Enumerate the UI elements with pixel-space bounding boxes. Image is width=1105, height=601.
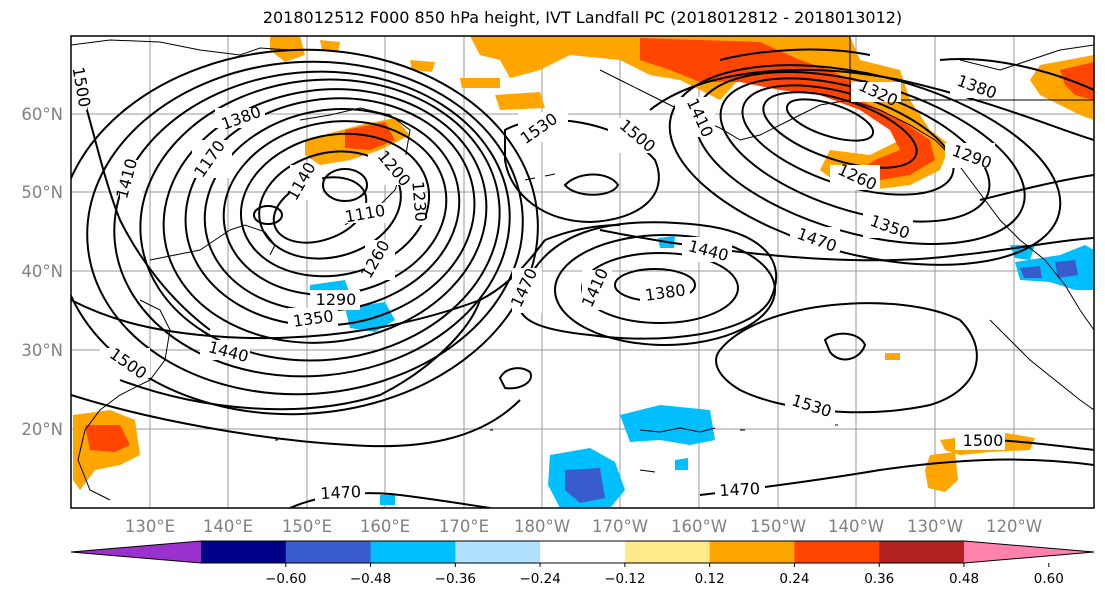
lon-label: 180°W (514, 517, 570, 536)
lon-label: 170°W (592, 517, 648, 536)
lat-label: 60°N (21, 105, 63, 124)
lon-label: 130°W (907, 517, 963, 536)
colorbar-tick-label: 0.24 (779, 571, 809, 587)
longitude-labels: 130°E 140°E 150°E 160°E 170°E 180°W 170°… (125, 517, 1042, 536)
lat-label: 30°N (21, 341, 63, 360)
lon-label: 140°W (828, 517, 884, 536)
colorbar-tick-label: −0.36 (435, 571, 476, 587)
contour-label: 1500 (69, 65, 95, 108)
latitude-labels: 60°N 50°N 40°N 30°N 20°N (21, 105, 63, 439)
colorbar-extend-high (964, 541, 1094, 563)
colorbar-tick-label: 0.48 (949, 571, 979, 587)
colorbar-segment (370, 541, 456, 563)
contour-label: 1470 (719, 479, 761, 500)
map-frame (70, 35, 1095, 509)
ivt-negative-shading (310, 236, 1094, 508)
colorbar-segment (879, 541, 965, 563)
colorbar-tick-label: −0.12 (604, 571, 645, 587)
contour-label: 1290 (316, 290, 357, 309)
colorbar-extend-low (71, 541, 201, 563)
lon-label: 140°E (203, 517, 253, 536)
colorbar-segment (540, 541, 626, 563)
colorbar-tick-label: −0.24 (519, 571, 560, 587)
colorbar-tick-label: −0.60 (265, 571, 306, 587)
lon-label: 160°E (360, 517, 410, 536)
contour-label: 1470 (320, 482, 362, 503)
lon-label: 150°E (282, 517, 332, 536)
lat-label: 50°N (21, 183, 63, 202)
colorbar-tick-label: 0.60 (1034, 571, 1064, 587)
colorbar-tick-label: −0.48 (350, 571, 391, 587)
colorbar-outline (70, 540, 1095, 564)
height-contours (71, 48, 1094, 508)
contour-label: 1230 (408, 180, 430, 222)
colorbar-segment (455, 541, 541, 563)
lon-label: 160°W (671, 517, 727, 536)
lat-label: 20°N (21, 420, 63, 439)
colorbar-segment (794, 541, 880, 563)
lon-label: 150°W (750, 517, 806, 536)
contour-label: 1500 (963, 431, 1004, 450)
map-title: 2018012512 F000 850 hPa height, IVT Land… (262, 8, 903, 27)
colorbar-segment (201, 541, 287, 563)
lat-label: 40°N (21, 262, 63, 281)
colorbar-tick-label: 0.12 (695, 571, 725, 587)
colorbar-segment (285, 541, 372, 563)
lon-label: 130°E (125, 517, 175, 536)
colorbar-tick-label: 0.36 (864, 571, 894, 587)
lon-label: 120°W (986, 517, 1042, 536)
colorbar: −0.60 −0.48 −0.36 −0.24 −0.12 0.12 0.24 0.36 0.4… (70, 540, 1095, 587)
colorbar-segment (709, 541, 795, 563)
colorbar-segment (624, 541, 711, 563)
lon-label: 170°E (439, 517, 489, 536)
contour-label-halos (71, 60, 1005, 502)
